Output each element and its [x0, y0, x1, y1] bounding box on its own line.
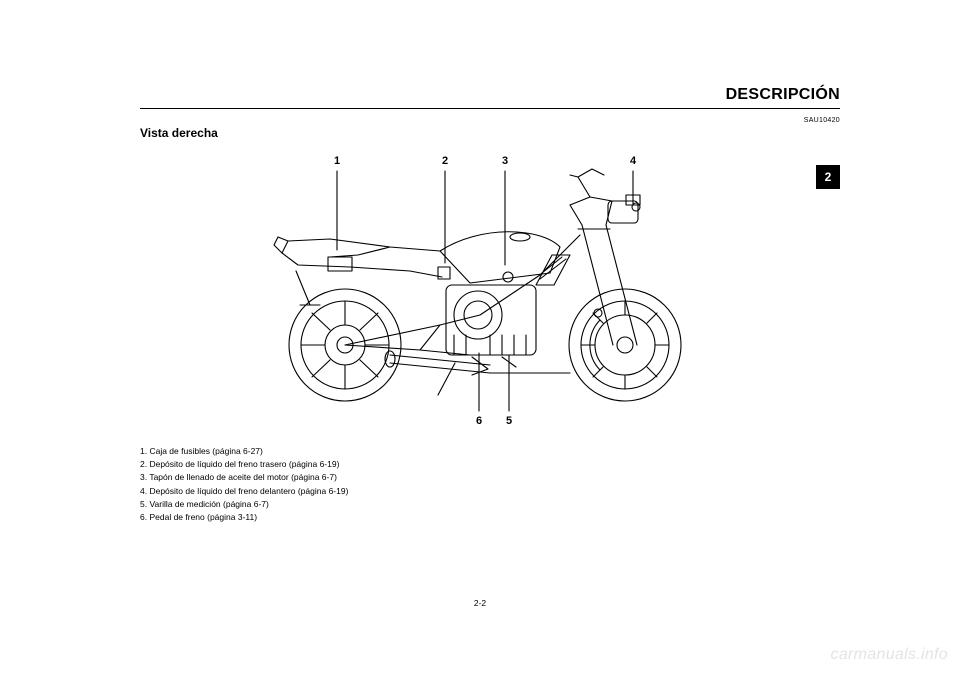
legend-item: 2. Depósito de líquido del freno trasero… [140, 458, 348, 471]
callout-4: 4 [626, 155, 640, 167]
callout-5: 5 [502, 415, 516, 427]
callout-2: 2 [438, 155, 452, 167]
manual-page: DESCRIPCIÓN SAU10420 Vista derecha 2 1 2… [0, 0, 960, 678]
subheading: Vista derecha [140, 126, 218, 140]
section-title: DESCRIPCIÓN [726, 86, 840, 104]
callout-6: 6 [472, 415, 486, 427]
motorcycle-diagram: 1 2 3 4 6 5 [240, 155, 730, 435]
callout-1: 1 [330, 155, 344, 167]
watermark: carmanuals.info [831, 646, 948, 664]
top-rule [140, 108, 840, 109]
legend-item: 3. Tapón de llenado de aceite del motor … [140, 471, 348, 484]
legend-num: 1. [140, 446, 147, 456]
legend-text: Tapón de llenado de aceite del motor (pá… [149, 472, 337, 482]
legend-text: Caja de fusibles (página 6-27) [149, 446, 262, 456]
legend-num: 4. [140, 486, 147, 496]
legend-num: 2. [140, 459, 147, 469]
page-number: 2-2 [0, 598, 960, 608]
callout-3: 3 [498, 155, 512, 167]
legend-num: 5. [140, 499, 147, 509]
legend-num: 6. [140, 512, 147, 522]
legend-num: 3. [140, 472, 147, 482]
parts-legend: 1. Caja de fusibles (página 6-27) 2. Dep… [140, 445, 348, 524]
legend-item: 5. Varilla de medición (página 6-7) [140, 498, 348, 511]
motorcycle-svg [240, 155, 730, 435]
legend-text: Depósito de líquido del freno delantero … [149, 486, 348, 496]
chapter-tab: 2 [816, 165, 840, 189]
legend-text: Depósito de líquido del freno trasero (p… [149, 459, 339, 469]
legend-item: 4. Depósito de líquido del freno delante… [140, 485, 348, 498]
doc-code: SAU10420 [804, 117, 840, 124]
legend-text: Varilla de medición (página 6-7) [149, 499, 268, 509]
legend-item: 1. Caja de fusibles (página 6-27) [140, 445, 348, 458]
legend-item: 6. Pedal de freno (página 3-11) [140, 511, 348, 524]
legend-text: Pedal de freno (página 3-11) [149, 512, 257, 522]
